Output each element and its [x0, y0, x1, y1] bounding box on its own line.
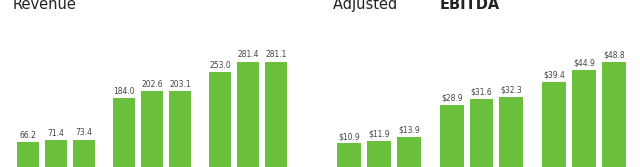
Text: 184.0: 184.0	[113, 87, 135, 96]
Bar	[265, 62, 287, 167]
Text: $39.4: $39.4	[543, 71, 565, 80]
Bar	[470, 99, 493, 167]
Text: 281.4: 281.4	[237, 50, 259, 59]
Text: $48.8: $48.8	[603, 50, 625, 59]
Bar	[499, 97, 523, 167]
Text: $31.6: $31.6	[470, 88, 492, 97]
Bar	[572, 70, 596, 167]
Text: 66.2: 66.2	[20, 131, 36, 140]
Bar	[113, 98, 135, 167]
Text: $28.9: $28.9	[441, 93, 463, 102]
Bar	[209, 72, 231, 167]
Text: $10.9: $10.9	[339, 132, 360, 141]
Text: 253.0: 253.0	[209, 61, 231, 70]
Bar	[337, 143, 361, 167]
Bar	[542, 82, 566, 167]
Bar	[169, 91, 191, 167]
Text: 71.4: 71.4	[48, 129, 65, 138]
Bar	[237, 62, 259, 167]
Text: 73.4: 73.4	[76, 128, 92, 137]
Text: $13.9: $13.9	[398, 126, 420, 135]
Text: $32.3: $32.3	[500, 86, 522, 95]
Bar	[440, 105, 464, 167]
Bar	[17, 142, 40, 167]
Text: 202.6: 202.6	[141, 80, 163, 89]
Bar	[73, 139, 95, 167]
Text: $44.9: $44.9	[573, 59, 595, 68]
Text: Adjusted: Adjusted	[333, 0, 402, 12]
Bar	[45, 140, 67, 167]
Text: 203.1: 203.1	[169, 80, 191, 89]
Text: Revenue: Revenue	[13, 0, 77, 12]
Bar	[367, 141, 391, 167]
Bar	[141, 91, 163, 167]
Text: $11.9: $11.9	[368, 130, 390, 139]
Bar	[602, 62, 626, 167]
Bar	[397, 137, 420, 167]
Text: EBITDA: EBITDA	[440, 0, 500, 12]
Text: 281.1: 281.1	[265, 50, 287, 59]
